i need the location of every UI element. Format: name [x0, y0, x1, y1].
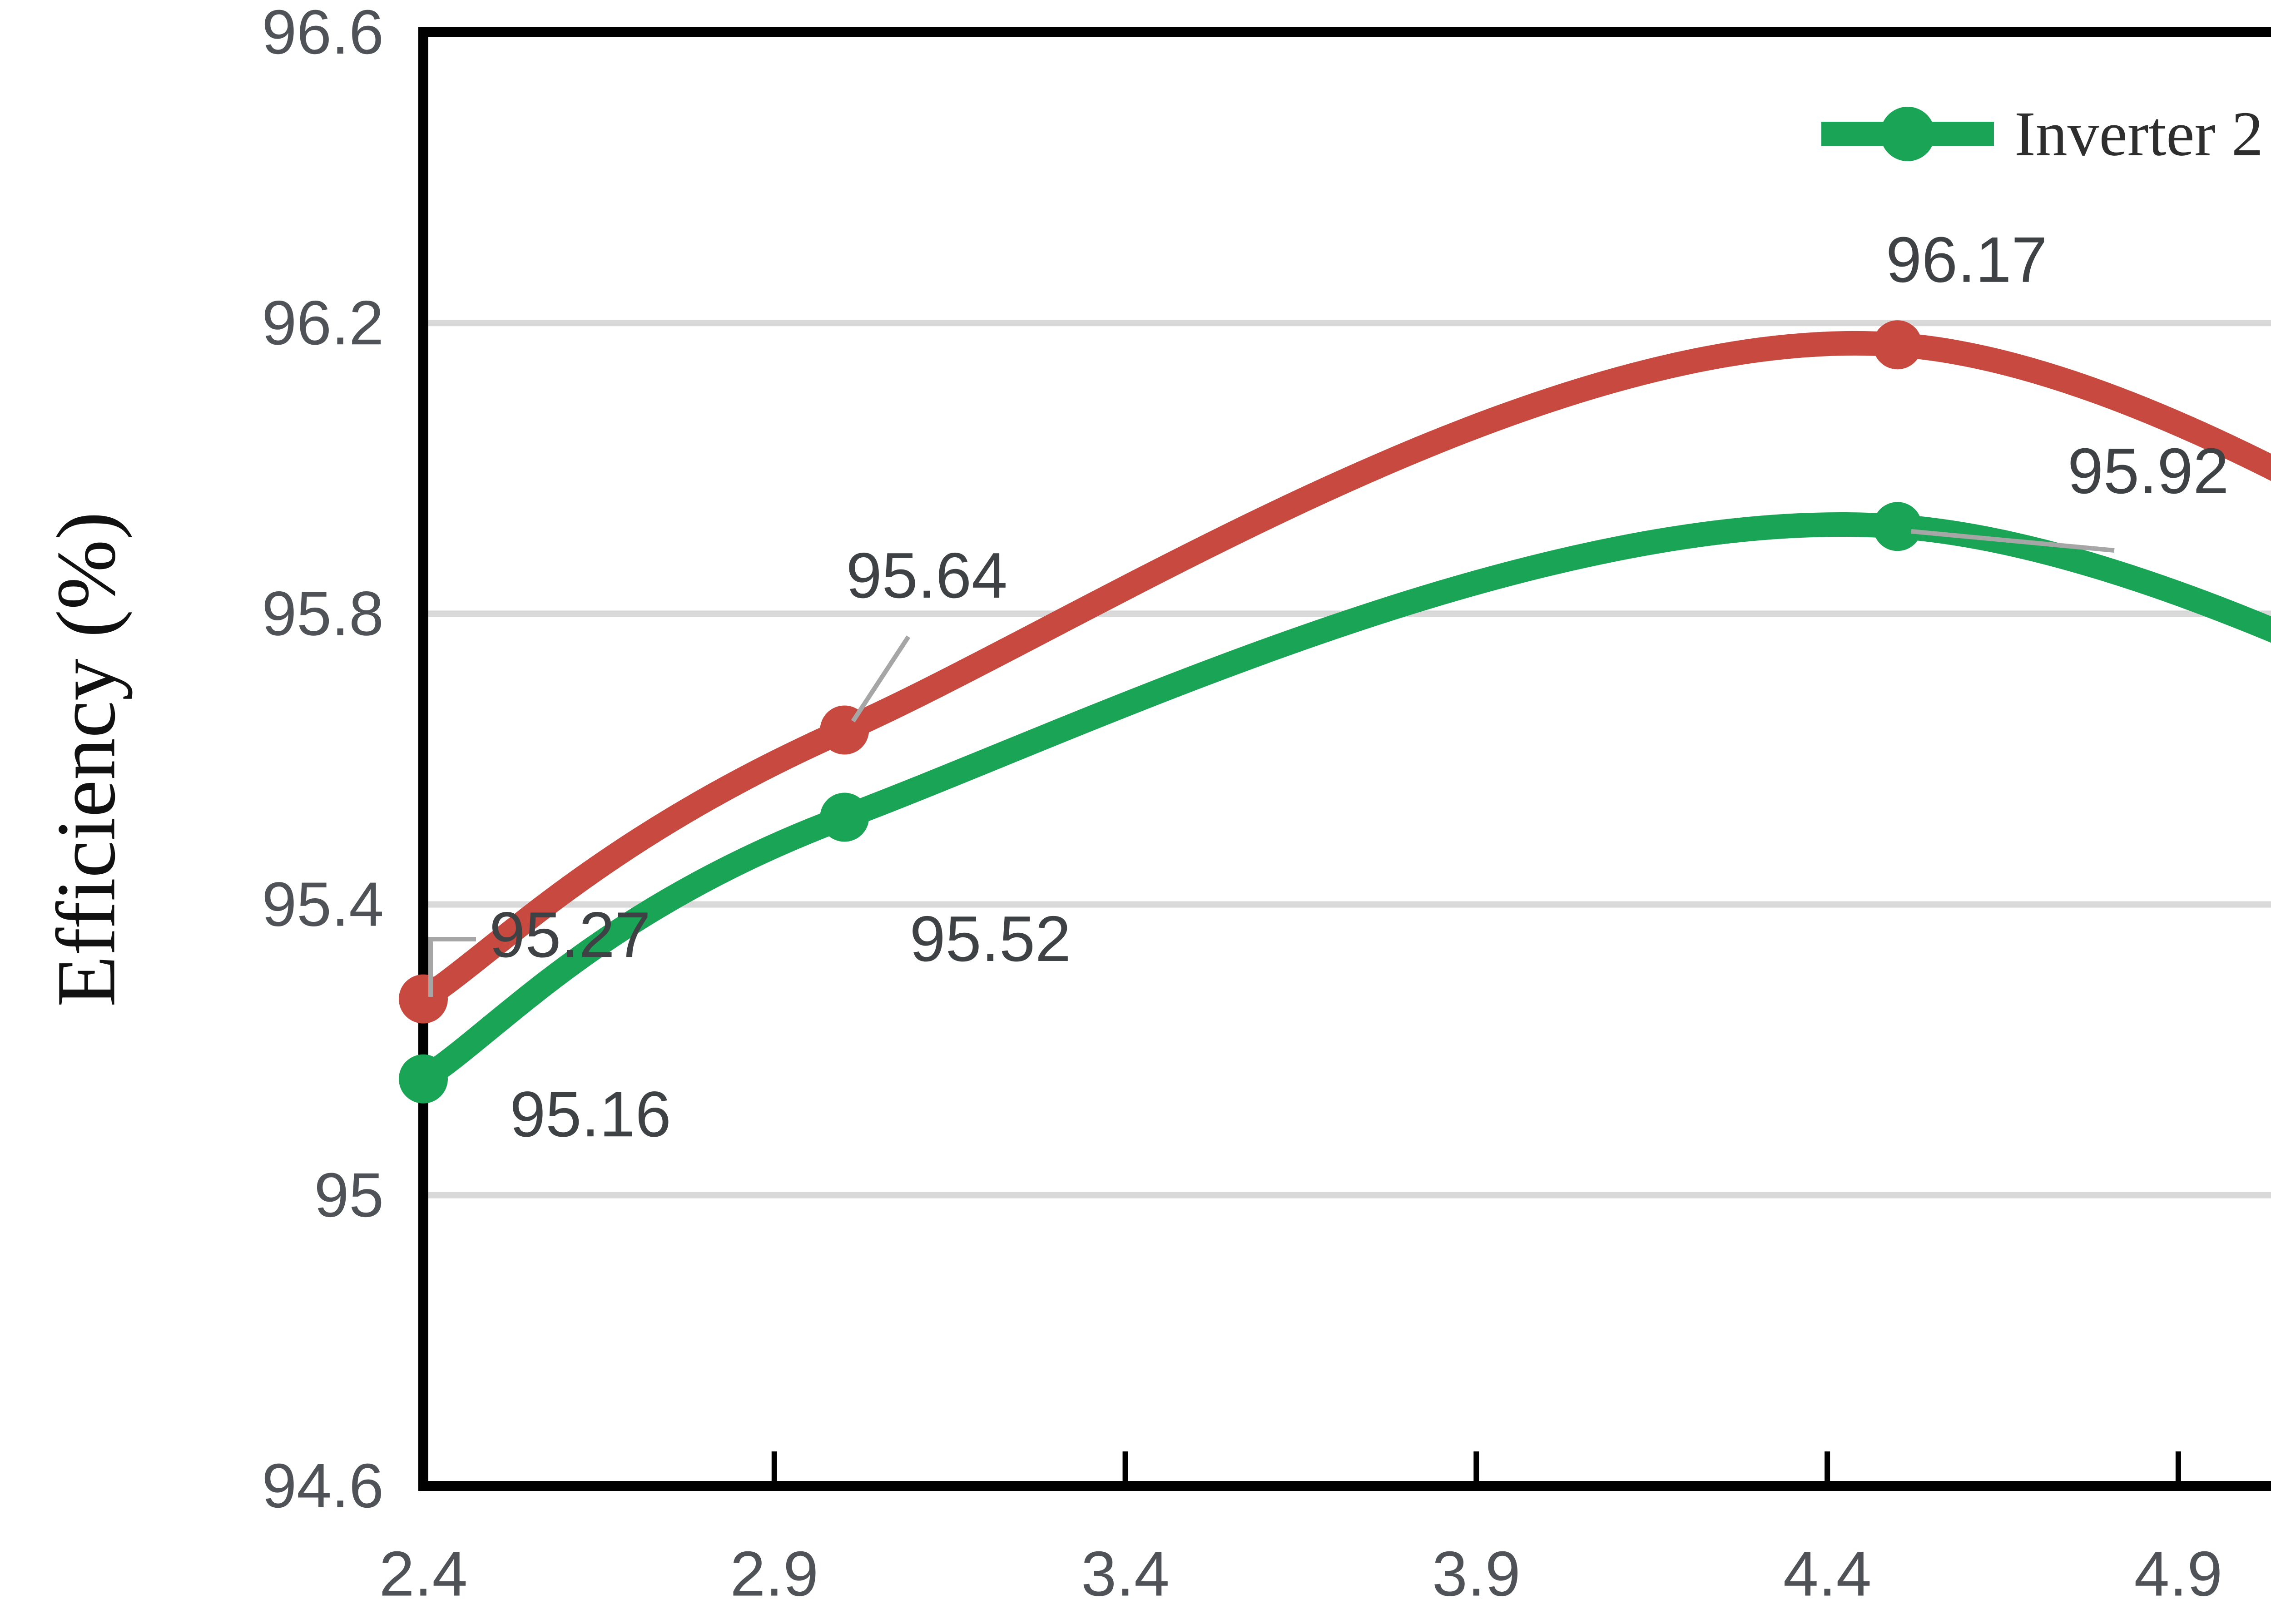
data-label-inverter-2: 95.16	[510, 1078, 671, 1150]
data-label-leader-line	[428, 937, 476, 997]
y-axis-title: Efficiency (%)	[40, 512, 133, 1007]
y-axis-tick-label: 94.6	[262, 1451, 384, 1521]
x-axis-tick-label: 4.9	[2134, 1538, 2223, 1609]
y-axis-tick-label: 95.8	[262, 579, 384, 649]
x-axis-tick-labels-group: 2.42.93.43.94.44.95.46	[379, 1538, 2223, 1609]
data-point-marker-inverter-1	[399, 974, 448, 1024]
x-axis-tick-label: 2.4	[379, 1538, 468, 1609]
y-axis-tick-label: 95.4	[262, 870, 384, 940]
x-tick-marks-group	[771, 1451, 2181, 1486]
legend-item-inverter-2: Inverter 2	[1821, 99, 2263, 169]
data-point-marker-inverter-1	[1873, 320, 1922, 370]
gridlines-group	[428, 320, 2271, 1198]
data-label-inverter-1: 95.64	[846, 540, 1007, 612]
y-axis-tick-label: 96.6	[262, 0, 384, 67]
chart-legend: Inverter 2Inverter 1	[1821, 99, 2263, 169]
x-axis-tick-label: 3.4	[1081, 1538, 1170, 1609]
data-label-leader-line	[1911, 529, 2115, 553]
data-point-marker-inverter-2	[399, 1054, 448, 1104]
data-label-inverter-1: 95.27	[489, 899, 650, 971]
y-axis-tick-label: 95	[314, 1160, 384, 1230]
series-lines-group	[399, 320, 2271, 1104]
series-line-inverter-1	[411, 331, 2271, 1011]
data-label-inverter-2: 95.92	[2068, 435, 2229, 507]
data-label-leader-lines-group	[428, 529, 2115, 997]
data-label-leader-line	[851, 635, 911, 723]
data-label-inverter-2: 95.52	[910, 903, 1071, 975]
data-point-marker-inverter-1	[820, 705, 869, 755]
plot-area-border	[418, 27, 2271, 1491]
data-point-marker-inverter-2	[1873, 502, 1922, 551]
data-point-marker-inverter-2	[820, 792, 869, 842]
legend-label-inverter-2: Inverter 2	[2014, 99, 2263, 169]
legend-marker-inverter-2	[1880, 107, 1935, 161]
series-line-inverter-2	[411, 512, 2271, 1091]
y-axis-tick-label: 96.2	[262, 288, 384, 358]
x-axis-tick-label: 2.9	[730, 1538, 818, 1609]
x-axis-tick-label: 4.4	[1783, 1538, 1872, 1609]
data-label-inverter-1: 96.17	[1886, 224, 2047, 296]
y-axis-tick-labels-group: 94.6 95 95.4 95.8 96.2 96.6	[262, 0, 384, 1521]
x-axis-tick-label: 3.9	[1432, 1538, 1521, 1609]
